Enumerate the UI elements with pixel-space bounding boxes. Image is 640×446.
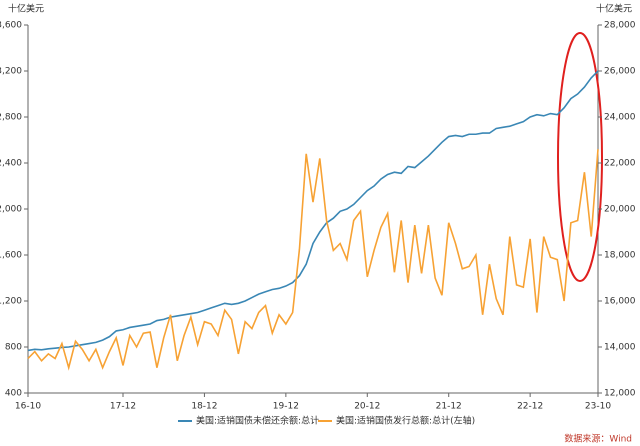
y-axis-label: 十亿美元 bbox=[8, 3, 44, 15]
y2-tick-label: 24,000 bbox=[604, 113, 636, 123]
x-tick-label: 20-12 bbox=[354, 402, 380, 412]
y-tick-label: 2,000 bbox=[0, 205, 22, 215]
y-tick-label: 800 bbox=[5, 343, 22, 353]
series-line bbox=[27, 149, 599, 371]
legend-label: 美国:适销国债未偿还余额:总计 bbox=[196, 415, 319, 427]
x-tick-label: 23-10 bbox=[585, 402, 611, 412]
x-tick-label: 16-10 bbox=[15, 402, 41, 412]
y2-tick-label: 26,000 bbox=[604, 67, 636, 77]
series-line bbox=[27, 70, 599, 352]
y-tick-label: 2,400 bbox=[0, 159, 22, 169]
y2-axis-label: 十亿美元 bbox=[596, 3, 632, 15]
y2-tick-label: 28,000 bbox=[604, 21, 636, 31]
y2-tick-label: 22,000 bbox=[604, 159, 636, 169]
x-tick-label: 22-12 bbox=[517, 402, 543, 412]
y-tick-label: 1,600 bbox=[0, 251, 22, 261]
y2-tick-label: 14,000 bbox=[604, 343, 636, 353]
y2-tick-label: 12,000 bbox=[604, 389, 636, 399]
y-tick-label: 1,200 bbox=[0, 297, 22, 307]
y-tick-label: 3,200 bbox=[0, 67, 22, 77]
x-tick-label: 21-12 bbox=[436, 402, 462, 412]
y-tick-label: 400 bbox=[5, 389, 22, 399]
source: 数据来源：Wind bbox=[564, 433, 632, 445]
y-tick-label: 2,800 bbox=[0, 113, 22, 123]
y2-tick-label: 20,000 bbox=[604, 205, 636, 215]
x-tick-label: 19-12 bbox=[273, 402, 299, 412]
legend-label: 美国:适销国债发行总额:总计(左轴) bbox=[336, 415, 475, 427]
x-tick-label: 17-12 bbox=[110, 402, 136, 412]
y2-tick-label: 18,000 bbox=[604, 251, 636, 261]
x-tick-label: 18-12 bbox=[191, 402, 217, 412]
highlight-ellipse bbox=[557, 32, 603, 282]
y2-tick-label: 16,000 bbox=[604, 297, 636, 307]
y-tick-label: 3,600 bbox=[0, 21, 22, 31]
